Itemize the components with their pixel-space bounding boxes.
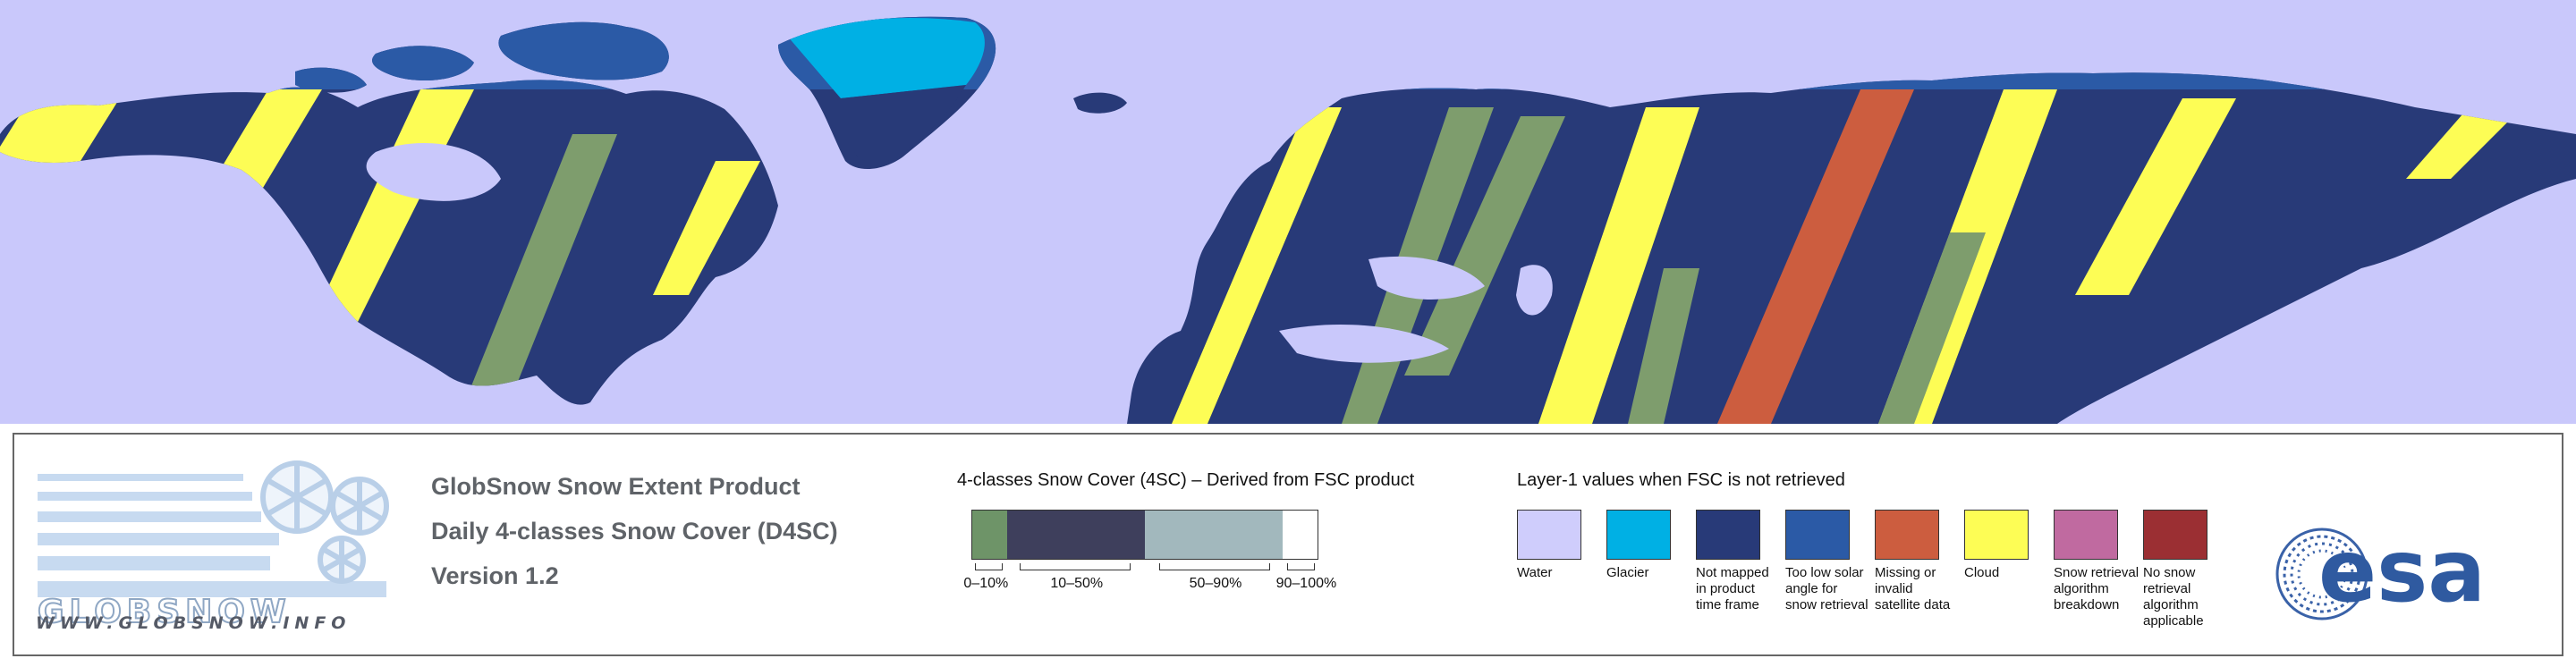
scale-bracket: [1158, 563, 1270, 570]
legend-item: Water: [1517, 510, 1603, 581]
legend-swatch: [1875, 510, 1939, 560]
legend-item: Too low solar angle for snow retrieval: [1785, 510, 1871, 613]
scale-bracket: [1020, 563, 1131, 570]
legend-label: Missing or invalid satellite data: [1875, 565, 1951, 612]
globsnow-url: WWW.GLOBSNOW.INFO: [36, 613, 352, 633]
legend-label: Water: [1517, 565, 1553, 580]
legend-item: Glacier: [1606, 510, 1692, 581]
scale-bracket: [974, 563, 1003, 570]
legend-swatch: [1696, 510, 1760, 560]
legend-swatch: [1517, 510, 1581, 560]
esa-logo: esa: [2275, 521, 2486, 621]
legend-label: Glacier: [1606, 565, 1649, 580]
scale-label: 10–50%: [1050, 576, 1104, 591]
legend-swatch: [1785, 510, 1850, 560]
legend-item: Missing or invalid satellite data: [1875, 510, 1961, 613]
snowflake-icon: [260, 460, 389, 584]
globsnow-wordmark: GLOBSNOW: [38, 594, 292, 630]
legend-label: Cloud: [1964, 565, 2000, 580]
legend-label: Too low solar angle for snow retrieval: [1785, 565, 1868, 612]
legend-title: Layer-1 values when FSC is not retrieved: [1517, 470, 1845, 490]
scale-bracket: [1287, 563, 1316, 570]
legend-item: Not mapped in product time frame: [1696, 510, 1782, 613]
product-title: GlobSnow Snow Extent Product: [431, 473, 801, 500]
legend-swatch: [1606, 510, 1671, 560]
layer1-legend: Layer-1 values when FSC is not retrieved…: [1517, 470, 2322, 629]
legend-label: Not mapped in product time frame: [1696, 565, 1769, 612]
product-version: Version 1.2: [431, 562, 559, 589]
scale-title: 4-classes Snow Cover (4SC) – Derived fro…: [957, 470, 1415, 490]
scale-segment: [1144, 511, 1284, 559]
globsnow-logo: GLOBSNOW: [38, 460, 389, 631]
scale-bar: [971, 510, 1318, 560]
scale-segment: [1006, 511, 1145, 559]
snow-cover-scale: 4-classes Snow Cover (4SC) – Derived fro…: [957, 470, 1458, 591]
esa-wordmark: esa: [2318, 521, 2486, 621]
legend-item: Snow retrieval algorithm breakdown: [2054, 510, 2140, 613]
inland-waters: [366, 143, 1553, 363]
snow-extent-map: [0, 0, 2576, 424]
legend-panel: GLOBSNOW WWW.GLOBSNOW.INFO GlobSnow Snow…: [13, 433, 2563, 656]
scale-label: 0–10%: [963, 576, 1009, 591]
scale-segment: [1283, 511, 1318, 559]
scale-label: 90–100%: [1275, 576, 1337, 591]
product-title-block: GlobSnow Snow Extent Product Daily 4-cla…: [431, 470, 838, 604]
legend-swatch: [2054, 510, 2118, 560]
product-subtitle: Daily 4-classes Snow Cover (D4SC): [431, 518, 838, 545]
legend-label: No snow retrieval algorithm applicable: [2143, 565, 2204, 629]
scale-label: 50–90%: [1189, 576, 1242, 591]
legend-label: Snow retrieval algorithm breakdown: [2054, 565, 2140, 612]
legend-item: Cloud: [1964, 510, 2050, 581]
legend-item: No snow retrieval algorithm applicable: [2143, 510, 2229, 629]
legend-swatch: [2143, 510, 2207, 560]
legend-swatch: [1964, 510, 2029, 560]
scale-segment: [972, 511, 1007, 559]
